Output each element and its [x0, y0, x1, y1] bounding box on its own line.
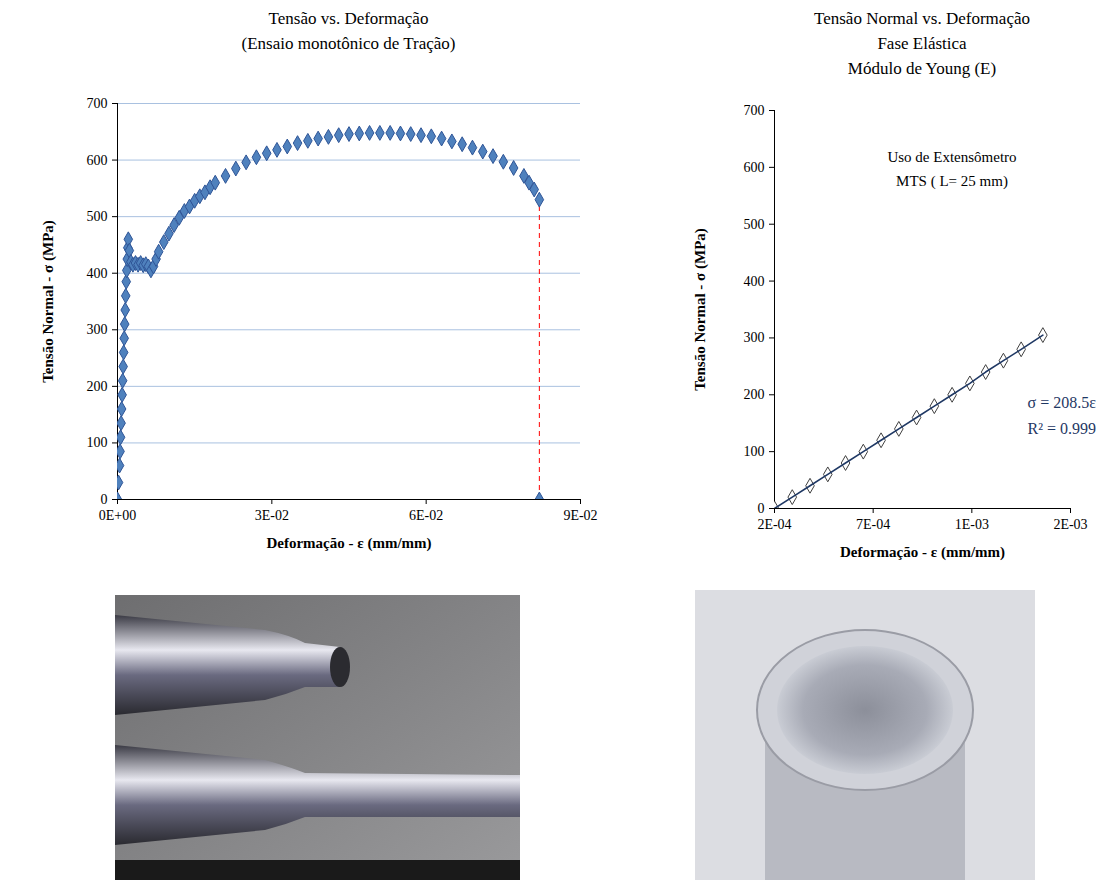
svg-text:400: 400 [87, 266, 108, 281]
svg-text:700: 700 [744, 103, 765, 118]
svg-text:0: 0 [758, 501, 765, 516]
svg-text:0: 0 [101, 492, 108, 507]
svg-text:6E-02: 6E-02 [409, 508, 443, 523]
svg-text:100: 100 [744, 444, 765, 459]
svg-text:Deformação - ε (mm/mm): Deformação - ε (mm/mm) [840, 544, 1005, 561]
html-text:(Ensaio monotônico de Tração): (Ensaio monotônico de Tração) [241, 34, 456, 53]
svg-text:300: 300 [744, 330, 765, 345]
html-text:MTS ( L= 25 mm): MTS ( L= 25 mm) [896, 173, 1008, 189]
svg-text:200: 200 [87, 379, 108, 394]
svg-text:9E-02: 9E-02 [563, 508, 597, 523]
svg-text:200: 200 [744, 387, 765, 402]
svg-text:2E-03: 2E-03 [1053, 517, 1087, 532]
html-text:Tensão Normal vs. Deformação: Tensão Normal vs. Deformação [814, 9, 1030, 28]
svg-text:0E+00: 0E+00 [99, 508, 136, 523]
svg-text:600: 600 [744, 160, 765, 175]
svg-text:Tensão Normal - σ (MPa): Tensão Normal - σ (MPa) [40, 220, 57, 383]
svg-text:Deformação - ε (mm/mm): Deformação - ε (mm/mm) [266, 535, 431, 552]
svg-text:7E-04: 7E-04 [856, 517, 890, 532]
svg-text:Tensão Normal - σ (MPa): Tensão Normal - σ (MPa) [692, 228, 709, 391]
svg-text:1E-03: 1E-03 [955, 517, 989, 532]
svg-text:300: 300 [87, 322, 108, 337]
svg-text:2E-04: 2E-04 [757, 517, 791, 532]
svg-text:400: 400 [744, 274, 765, 289]
html-text:Uso de Extensômetro: Uso de Extensômetro [887, 149, 1017, 165]
svg-text:600: 600 [87, 153, 108, 168]
html-text:Módulo de Young (E): Módulo de Young (E) [847, 59, 997, 78]
html-text:R² = 0.999: R² = 0.999 [1027, 420, 1096, 437]
html-text:Fase Elástica: Fase Elástica [877, 34, 967, 53]
svg-text:500: 500 [87, 209, 108, 224]
html-text:σ = 208.5ε: σ = 208.5ε [1027, 394, 1096, 411]
svg-text:3E-02: 3E-02 [255, 508, 289, 523]
svg-text:700: 700 [87, 96, 108, 111]
svg-text:500: 500 [744, 217, 765, 232]
html-text:Tensão vs. Deformação: Tensão vs. Deformação [268, 9, 429, 28]
svg-text:100: 100 [87, 435, 108, 450]
